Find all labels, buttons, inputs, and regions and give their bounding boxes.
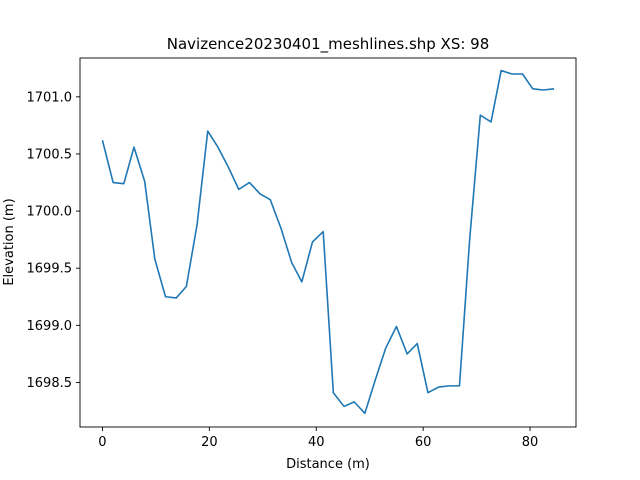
x-tick-label: 80 xyxy=(522,435,539,450)
y-tick-label: 1701.0 xyxy=(27,90,73,105)
y-tick-label: 1698.5 xyxy=(27,376,73,391)
x-tick-label: 20 xyxy=(201,435,218,450)
x-tick-label: 40 xyxy=(308,435,325,450)
y-tick-label: 1699.0 xyxy=(27,319,73,334)
x-tick-label: 60 xyxy=(415,435,432,450)
y-axis-ticks: 1698.5 1699.0 1699.5 1700.0 1700.5 1701.0 xyxy=(27,90,80,391)
plot-area xyxy=(79,57,577,428)
plot-frame xyxy=(79,57,577,428)
y-axis-label: Elevation (m) xyxy=(2,198,17,285)
y-tick-label: 1699.5 xyxy=(27,262,73,277)
chart-title: Navizence20230401_meshlines.shp XS: 98 xyxy=(167,35,490,54)
y-tick-label: 1700.0 xyxy=(27,205,73,220)
series-line-0 xyxy=(101,69,555,415)
x-axis-ticks: 0 20 40 60 80 xyxy=(98,427,538,450)
x-axis-label: Distance (m) xyxy=(286,457,370,472)
x-tick-label: 0 xyxy=(98,435,106,450)
y-tick-label: 1700.5 xyxy=(27,147,73,162)
